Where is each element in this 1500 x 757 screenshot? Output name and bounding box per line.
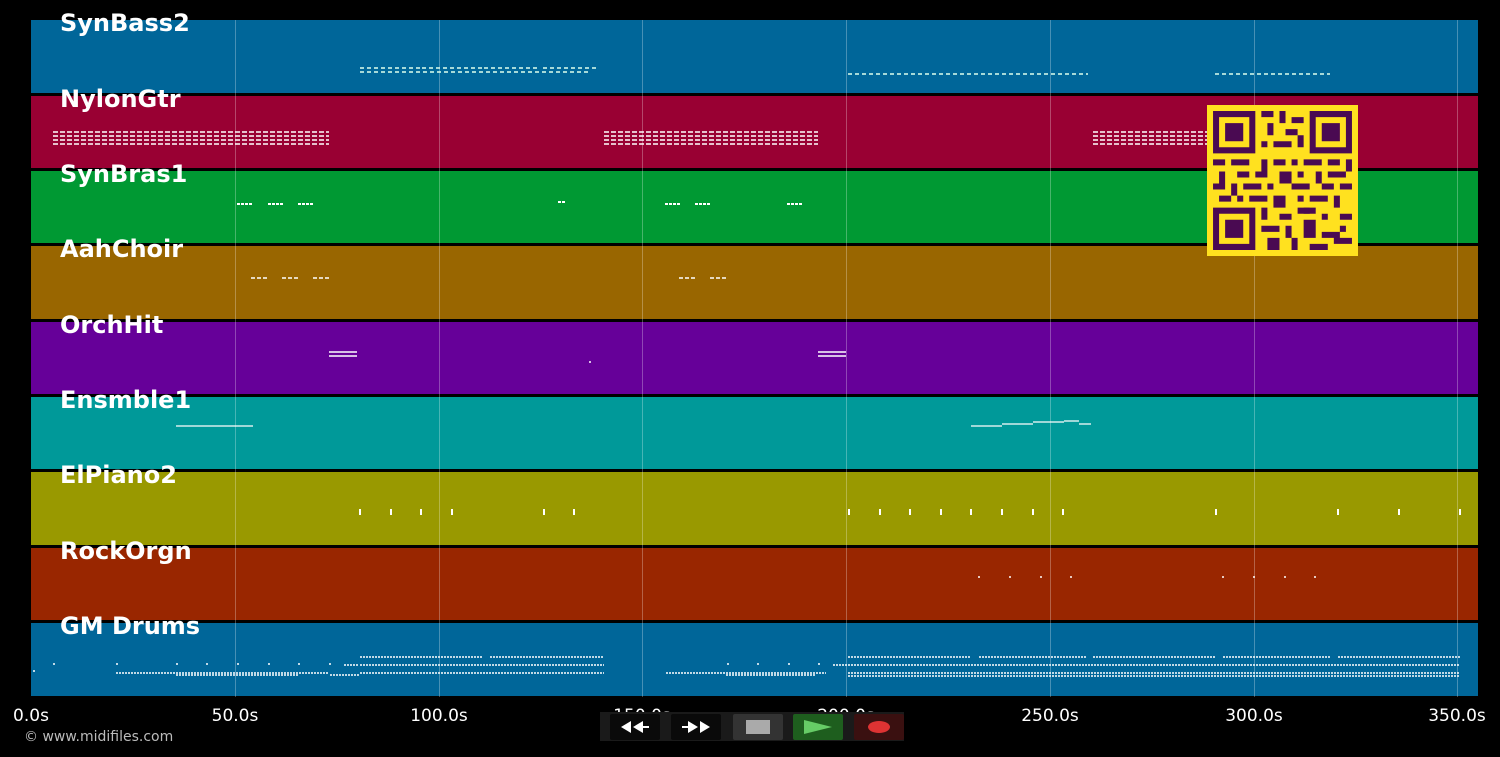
tick-label: 300.0s (1225, 706, 1283, 726)
track-name: RockOrgn (60, 537, 192, 565)
track-lanes: SynBass2 NylonGtr SynBras1 AahChoir Orch… (31, 10, 1478, 696)
tick-label: 0.0s (13, 706, 49, 726)
rewind-icon (621, 721, 649, 733)
fast-forward-icon (682, 721, 710, 733)
track-name: Ensmble1 (60, 386, 192, 414)
play-button[interactable] (793, 714, 843, 740)
track-lane-4[interactable]: OrchHit (31, 312, 1478, 394)
qr-code-graphic (1213, 111, 1352, 250)
track-lane-8[interactable]: GM Drums (31, 613, 1478, 696)
track-name: SynBass2 (60, 9, 190, 37)
gridline (1254, 20, 1255, 697)
track-name: NylonGtr (60, 85, 181, 113)
track-lane-3[interactable]: AahChoir (31, 236, 1478, 319)
tick-label: 250.0s (1021, 706, 1079, 726)
tick-label: 50.0s (211, 706, 259, 726)
gridline (235, 20, 236, 697)
track-lane-5[interactable]: Ensmble1 (31, 387, 1478, 469)
track-lane-0[interactable]: SynBass2 (31, 10, 1478, 93)
gridline (1457, 20, 1458, 697)
qr-code-icon (1207, 105, 1358, 256)
copyright-text: © www.midifiles.com (24, 729, 174, 745)
gridline (439, 20, 440, 697)
tick-label: 100.0s (410, 706, 468, 726)
track-lane-6[interactable]: ElPiano2 (31, 462, 1478, 545)
tick-label: 350.0s (1428, 706, 1486, 726)
fast-forward-button[interactable] (671, 714, 721, 740)
record-button[interactable] (854, 714, 904, 740)
track-lane-7[interactable]: RockOrgn (31, 538, 1478, 620)
track-name: ElPiano2 (60, 461, 177, 489)
track-name: AahChoir (60, 235, 184, 263)
gridline (642, 20, 643, 697)
track-name: GM Drums (60, 612, 201, 640)
gridline (846, 20, 847, 697)
gridline (1050, 20, 1051, 697)
track-name: SynBras1 (60, 160, 188, 188)
transport-controls (600, 712, 904, 741)
rewind-button[interactable] (610, 714, 660, 740)
record-icon (868, 721, 890, 733)
play-icon (804, 720, 832, 734)
stop-button[interactable] (733, 714, 783, 740)
stop-icon (746, 720, 770, 734)
track-name: OrchHit (60, 311, 164, 339)
